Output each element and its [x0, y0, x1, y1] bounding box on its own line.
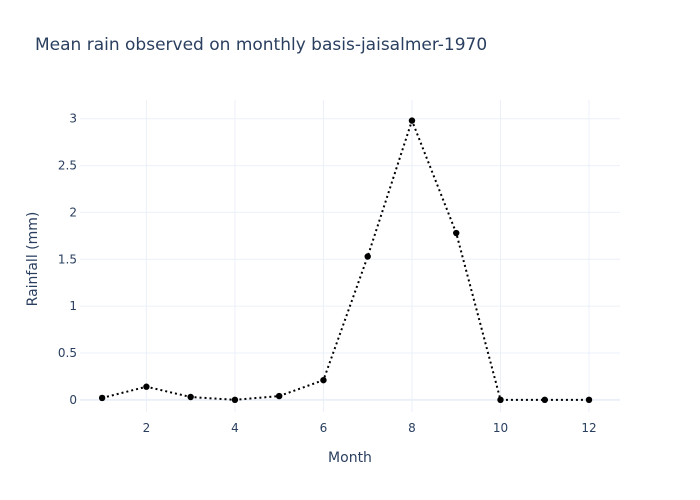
x-tick-label: 6 — [320, 421, 328, 435]
x-tick-label: 8 — [408, 421, 416, 435]
data-point[interactable] — [408, 117, 416, 124]
x-tick-label: 4 — [231, 421, 239, 435]
x-tick-label: 10 — [493, 421, 508, 435]
x-axis-title: Month — [328, 450, 372, 466]
y-tick-label: 0 — [69, 393, 77, 407]
data-point[interactable] — [98, 394, 106, 402]
data-point[interactable] — [275, 392, 283, 400]
y-tick-label: 2.5 — [58, 159, 77, 173]
data-point[interactable] — [231, 396, 239, 404]
y-tick-label: 1.5 — [58, 252, 77, 266]
data-point[interactable] — [453, 229, 460, 237]
y-tick-label: 0.5 — [58, 346, 77, 360]
y-axis-title: Rainfall (mm) — [25, 212, 41, 307]
x-tick-label: 2 — [143, 421, 151, 435]
x-tick-label: 12 — [581, 421, 596, 435]
y-tick-label: 1 — [69, 299, 77, 313]
y-tick-label: 3 — [69, 112, 77, 126]
series-line — [101, 117, 590, 401]
data-point[interactable] — [541, 396, 548, 404]
grid-lines — [80, 100, 620, 412]
y-tick-label: 2 — [69, 205, 77, 219]
rainfall-series — [98, 117, 593, 404]
data-point[interactable] — [143, 383, 150, 390]
data-point[interactable] — [187, 393, 194, 401]
y-axis-ticks: 0 0.5 1 1.5 2 2.5 3 — [58, 112, 77, 407]
data-point[interactable] — [497, 396, 504, 404]
chart-title: Mean rain observed on monthly basis-jais… — [35, 35, 487, 55]
data-point[interactable] — [320, 376, 327, 384]
data-point[interactable] — [585, 396, 593, 404]
x-axis-ticks: 2 4 6 8 10 12 — [143, 421, 597, 435]
data-point[interactable] — [364, 253, 371, 260]
